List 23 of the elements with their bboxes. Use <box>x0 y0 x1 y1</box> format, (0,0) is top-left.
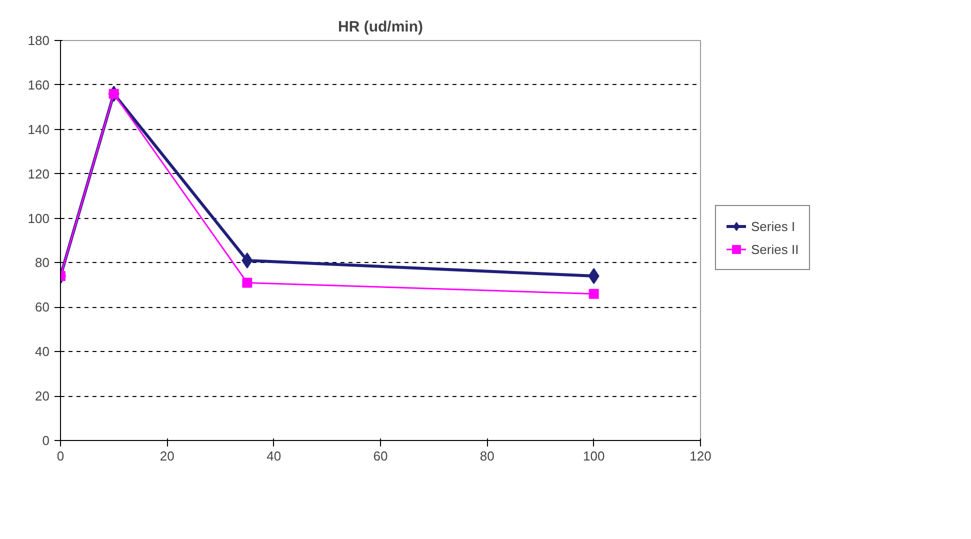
x-tick-label: 40 <box>266 448 282 464</box>
point <box>588 288 599 299</box>
y-tick-label: 20 <box>35 388 50 404</box>
y-tick-label: 40 <box>35 344 50 360</box>
x-tick-label: 20 <box>160 448 174 464</box>
y-tick-label: 180 <box>28 33 50 48</box>
x-tick-label: 80 <box>480 448 494 464</box>
x-tick-label: 60 <box>373 448 388 464</box>
x-tick-label: 100 <box>582 448 605 464</box>
legend-label: Series II <box>751 242 799 256</box>
y-tick-label: 0 <box>42 433 50 448</box>
y-tick-label: 80 <box>35 255 50 270</box>
y-tick-label: 120 <box>28 166 50 182</box>
y-tick-label: 100 <box>28 210 50 226</box>
y-tick-label: 160 <box>28 77 50 92</box>
x-tick-label: 120 <box>690 448 712 464</box>
legend-label: Series I <box>751 218 796 234</box>
y-tick-label: 140 <box>28 122 50 137</box>
x-tick-label: 0 <box>56 448 64 464</box>
point <box>242 278 252 288</box>
y-tick-label: 60 <box>35 300 50 315</box>
point <box>242 252 253 268</box>
chart-title: HR (ud/min) <box>338 18 423 36</box>
